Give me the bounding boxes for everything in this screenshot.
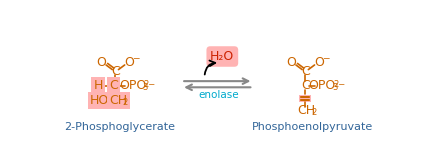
Text: 2-Phosphoglycerate: 2-Phosphoglycerate	[63, 122, 174, 132]
Text: Phosphoenolpyruvate: Phosphoenolpyruvate	[252, 122, 373, 132]
Text: 2: 2	[311, 108, 316, 117]
Text: 2−: 2−	[143, 80, 155, 89]
Text: O: O	[286, 56, 296, 69]
Text: CH: CH	[109, 94, 127, 107]
Text: H: H	[93, 79, 103, 92]
Text: 2: 2	[123, 98, 128, 107]
Text: CH: CH	[297, 104, 315, 117]
Text: OPO: OPO	[308, 79, 335, 92]
Text: 3: 3	[331, 83, 337, 92]
Text: C: C	[300, 65, 309, 78]
Text: C: C	[111, 65, 119, 78]
Text: enolase: enolase	[198, 90, 238, 100]
Text: O: O	[314, 56, 323, 69]
Text: O: O	[124, 56, 134, 69]
Text: HO: HO	[90, 94, 109, 107]
FancyBboxPatch shape	[299, 95, 310, 102]
Text: H₂O: H₂O	[210, 50, 234, 63]
Text: 3: 3	[142, 83, 147, 92]
Text: −: −	[321, 54, 328, 63]
Text: C: C	[300, 79, 309, 92]
Text: C: C	[109, 79, 118, 92]
Text: 2−: 2−	[332, 80, 345, 89]
Text: OPO: OPO	[118, 79, 146, 92]
Text: −: −	[132, 54, 139, 63]
Text: O: O	[96, 56, 106, 69]
